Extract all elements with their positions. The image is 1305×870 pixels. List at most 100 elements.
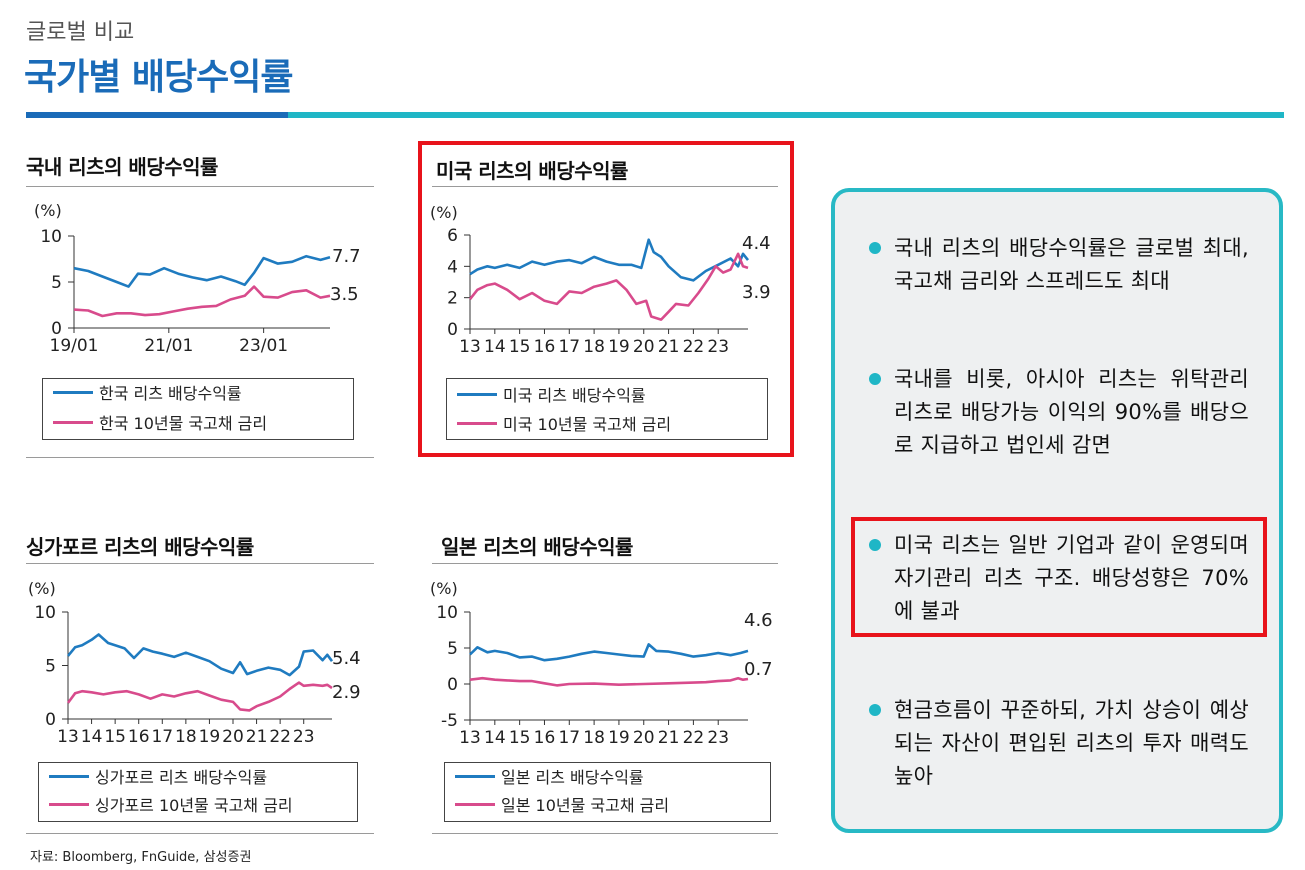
reit-yield-line <box>73 254 331 288</box>
y-tick-label: 0 <box>45 710 56 730</box>
end-value-label: 5.4 <box>332 648 361 669</box>
reit-yield-line <box>469 643 749 662</box>
y-tick-label: 10 <box>436 603 458 623</box>
y-tick-label: 4 <box>447 257 458 277</box>
x-tick-label: 19 <box>608 337 630 357</box>
legend-label: 싱가포르 리츠 배당수익률 <box>95 768 268 787</box>
singapore-title-divider <box>26 563 374 564</box>
end-value-label: 3.5 <box>330 284 359 305</box>
japan-reit-yield-chart: (%) -5 0 5 10 13 14 15 16 17 18 19 20 21 22 23 4.6 0.7 <box>430 579 773 748</box>
x-tick-label: 18 <box>583 337 605 357</box>
legend-label: 한국 10년물 국고채 금리 <box>99 414 268 433</box>
legend-item: 미국 리츠 배당수익률 <box>457 383 646 405</box>
key-point-text: 현금흐름이 꾸준하되, 가치 상승이 예상되는 자산이 편입된 리츠의 투자 매… <box>894 698 1249 788</box>
legend-swatch-blue <box>49 774 89 778</box>
us-chart-highlight-box <box>418 141 794 457</box>
legend-item: 싱가포르 리츠 배당수익률 <box>49 765 267 787</box>
legend-item: 한국 10년물 국고채 금리 <box>53 411 267 433</box>
legend-label: 한국 리츠 배당수익률 <box>99 384 242 403</box>
govt-bond-yield-line <box>469 676 749 687</box>
x-tick-label: 21 <box>246 727 268 747</box>
korea-panel-divider <box>26 457 374 458</box>
section-kicker: 글로벌 비교 <box>26 20 135 45</box>
y-axis-unit: (%) <box>430 203 458 222</box>
x-tick-label: 22 <box>683 728 705 748</box>
end-value-label: 0.7 <box>744 659 773 680</box>
end-value-label: 4.4 <box>742 233 771 254</box>
us-chart-legend: 미국 리츠 배당수익률 미국 10년물 국고채 금리 <box>446 378 768 440</box>
x-tick-label: 16 <box>534 728 556 748</box>
x-tick-label: 15 <box>104 727 126 747</box>
x-tick-label: 17 <box>558 337 580 357</box>
y-tick-label: 10 <box>34 603 56 623</box>
x-tick-label: 22 <box>683 337 705 357</box>
x-tick-label: 17 <box>558 728 580 748</box>
x-tick-label: 23/01 <box>239 336 288 356</box>
govt-bond-yield-line <box>66 681 333 712</box>
x-tick-label: 20 <box>633 728 655 748</box>
bullet-dot <box>869 704 881 716</box>
korea-reit-yield-chart: (%) 0 5 10 19/01 21/01 23/01 7.7 3.5 <box>34 201 361 356</box>
page-title: 국가별 배당수익률 <box>24 57 293 98</box>
x-tick-label: 19 <box>608 728 630 748</box>
x-tick-label: 17 <box>151 727 173 747</box>
x-tick-label: 18 <box>175 727 197 747</box>
legend-label: 미국 리츠 배당수익률 <box>503 386 646 405</box>
end-value-label: 7.7 <box>332 246 361 267</box>
legend-swatch-pink <box>49 802 89 806</box>
key-points-panel <box>831 188 1283 833</box>
x-tick-label: 16 <box>128 727 150 747</box>
us-chart-title: 미국 리츠의 배당수익률 <box>436 159 628 183</box>
reit-yield-line <box>66 633 334 677</box>
singapore-panel-divider <box>26 833 374 834</box>
japan-title-divider <box>432 563 778 564</box>
y-tick-label: 0 <box>447 320 458 340</box>
legend-swatch-blue <box>457 392 497 396</box>
x-tick-label: 23 <box>707 728 729 748</box>
y-tick-label: 5 <box>447 639 458 659</box>
x-tick-label: 13 <box>459 728 481 748</box>
x-tick-label: 23 <box>293 727 315 747</box>
singapore-chart-title: 싱가포르 리츠의 배당수익률 <box>26 535 254 559</box>
end-value-label: 4.6 <box>744 610 773 631</box>
x-tick-label: 18 <box>583 728 605 748</box>
x-tick-label: 20 <box>222 727 244 747</box>
legend-swatch-blue <box>53 390 93 394</box>
japan-panel-divider <box>432 833 778 834</box>
key-point-3: 미국 리츠는 일반 기업과 같이 운영되며 자기관리 리츠 구조. 배당성향은 … <box>869 529 1249 628</box>
x-tick-label: 20 <box>633 337 655 357</box>
x-tick-label: 23 <box>707 337 729 357</box>
source-note: 자료: Bloomberg, FnGuide, 삼성증권 <box>30 850 252 865</box>
x-tick-label: 15 <box>509 728 531 748</box>
us-reit-yield-chart: (%) 0 2 4 6 13 14 15 16 17 18 19 20 21 22 23 4.4 3.9 <box>430 203 771 357</box>
y-tick-label: 10 <box>40 227 62 247</box>
x-tick-label: 14 <box>484 728 506 748</box>
reit-yield-line <box>469 238 750 282</box>
legend-item: 한국 리츠 배당수익률 <box>53 381 242 403</box>
x-tick-label: 21 <box>658 337 680 357</box>
legend-label: 미국 10년물 국고채 금리 <box>503 415 672 434</box>
legend-swatch-pink <box>457 421 497 425</box>
x-tick-label: 14 <box>484 337 506 357</box>
govt-bond-yield-line <box>73 285 331 318</box>
govt-bond-yield-line <box>468 252 749 321</box>
title-rule <box>288 112 1284 118</box>
x-tick-label: 15 <box>509 337 531 357</box>
japan-chart-title: 일본 리츠의 배당수익률 <box>441 535 633 559</box>
y-tick-label: 2 <box>447 289 458 309</box>
singapore-reit-yield-chart: (%) 0 5 10 13 14 15 16 17 18 19 20 21 22 23 5.4 2.9 <box>28 579 361 747</box>
y-tick-label: 0 <box>447 675 458 695</box>
x-tick-label: 19/01 <box>50 336 99 356</box>
x-tick-label: 21 <box>658 728 680 748</box>
key-point-4: 현금흐름이 꾸준하되, 가치 상승이 예상되는 자산이 편입된 리츠의 투자 매… <box>869 694 1249 793</box>
us-title-divider <box>432 186 778 187</box>
y-tick-label: 5 <box>51 273 62 293</box>
key-point-text: 미국 리츠는 일반 기업과 같이 운영되며 자기관리 리츠 구조. 배당성향은 … <box>894 533 1249 623</box>
bullet-dot <box>869 373 881 385</box>
y-axis-unit: (%) <box>34 201 62 220</box>
y-tick-label: 0 <box>51 319 62 339</box>
y-axis-unit: (%) <box>28 579 56 598</box>
legend-item: 미국 10년물 국고채 금리 <box>457 412 671 434</box>
end-value-label: 2.9 <box>332 682 361 703</box>
x-tick-label: 13 <box>459 337 481 357</box>
